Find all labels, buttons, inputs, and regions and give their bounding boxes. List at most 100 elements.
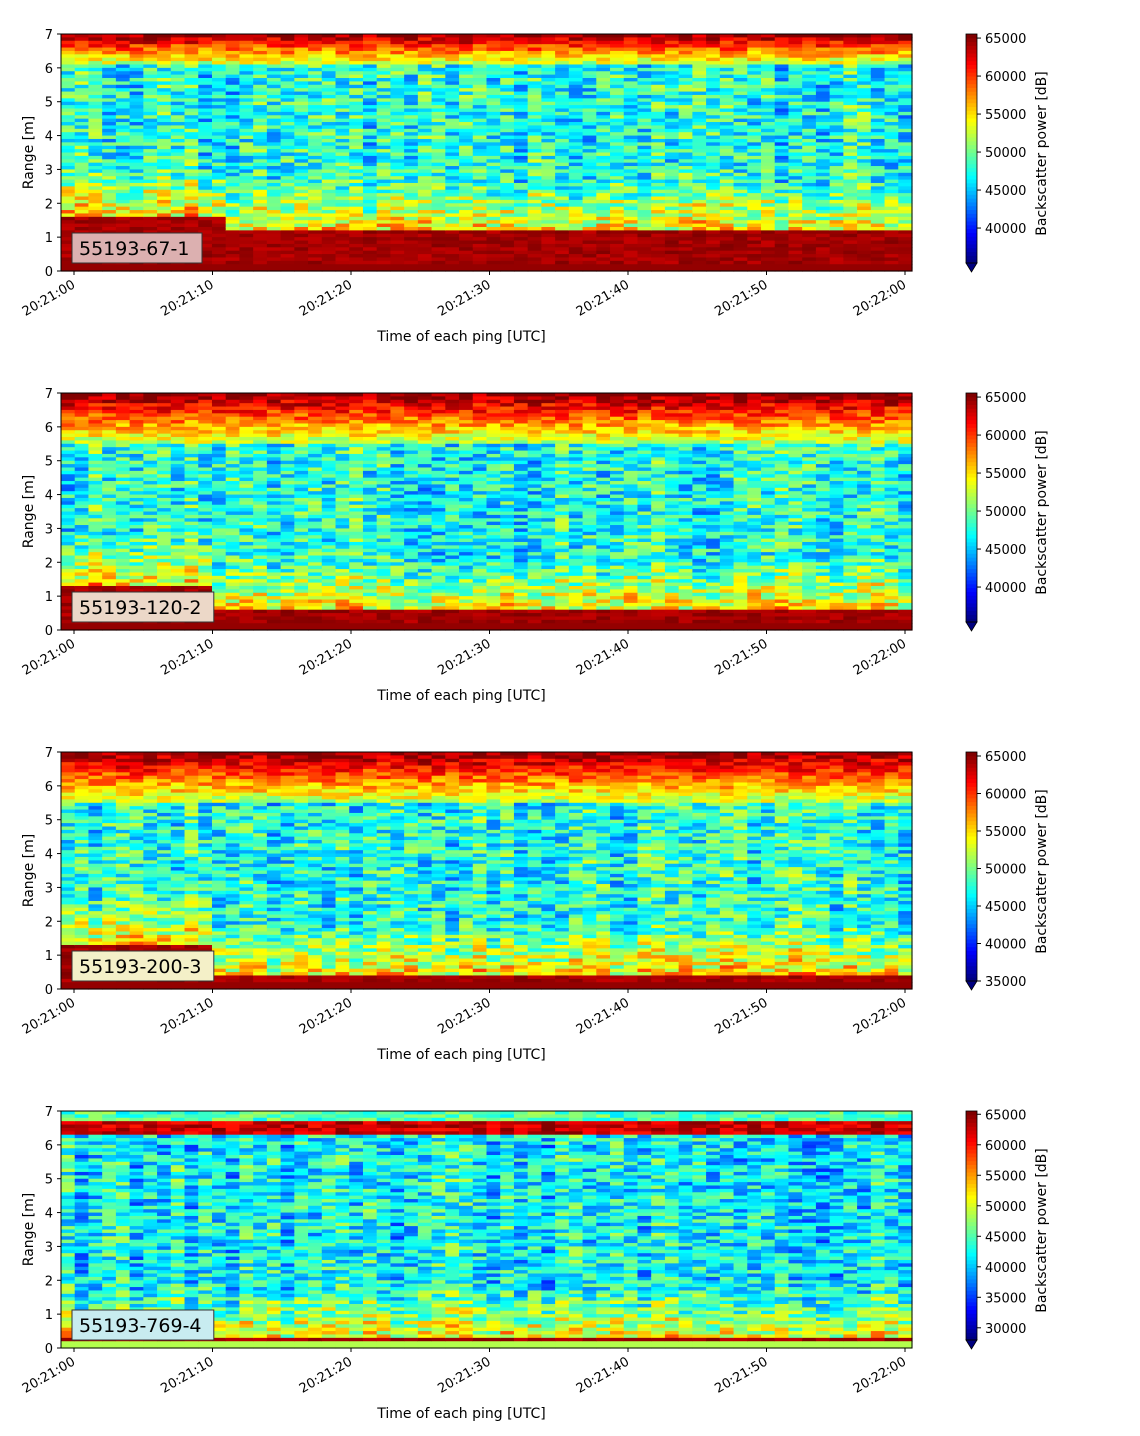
heatmap-cell [184, 220, 199, 225]
heatmap-cell [157, 226, 172, 231]
heatmap-cell [225, 230, 241, 235]
heatmap-cell [253, 210, 268, 215]
heatmap-cell [349, 264, 364, 269]
heatmap-cell [211, 67, 227, 72]
heatmap-cell [184, 34, 199, 38]
heatmap-cell [280, 162, 295, 167]
heatmap-cell [198, 34, 213, 38]
heatmap-cell [198, 193, 213, 198]
heatmap-cell [170, 108, 186, 113]
heatmap-cell [211, 84, 227, 89]
heatmap-cell [157, 223, 172, 228]
colorbar-segment [966, 243, 977, 249]
heatmap-cell [253, 169, 268, 174]
heatmap-cell [349, 47, 364, 52]
heatmap-cell [143, 78, 158, 82]
heatmap-cell [308, 226, 323, 231]
heatmap-cell [239, 237, 254, 242]
heatmap-cell [266, 47, 282, 52]
heatmap-cell [225, 162, 241, 167]
heatmap-cell [349, 220, 364, 225]
heatmap-cell [61, 179, 76, 184]
heatmap-cell [211, 182, 227, 187]
heatmap-cell [211, 243, 227, 248]
heatmap-cell [280, 155, 295, 160]
heatmap-cell [294, 84, 309, 89]
heatmap-cell [74, 142, 90, 147]
colorbar-segment [966, 152, 977, 157]
heatmap-cell [88, 193, 103, 198]
heatmap-cell [102, 176, 117, 181]
heatmap-cell [335, 196, 350, 201]
heatmap-cell [335, 250, 350, 255]
heatmap-cell [239, 199, 254, 204]
heatmap-cell [280, 50, 295, 55]
heatmap-cell [198, 98, 213, 103]
heatmap-cell [61, 88, 76, 93]
heatmap-cell [349, 37, 364, 42]
heatmap-cell [157, 149, 172, 154]
heatmap-cell [294, 216, 309, 221]
heatmap-cell [129, 149, 144, 154]
heatmap-cell [102, 206, 117, 211]
heatmap-cell [74, 264, 90, 269]
heatmap-cell [225, 74, 241, 79]
heatmap-cell [102, 226, 117, 231]
heatmap-cell [308, 67, 323, 72]
heatmap-cell [321, 125, 337, 130]
heatmap-cell [198, 226, 213, 231]
heatmap-cell [280, 132, 295, 137]
heatmap-cell [170, 162, 186, 167]
heatmap-cell [74, 267, 90, 272]
heatmap-cell [157, 132, 172, 137]
heatmap-cell [184, 196, 199, 201]
heatmap-cell [349, 74, 364, 79]
heatmap-cell [253, 267, 268, 272]
heatmap-cell [280, 267, 295, 272]
heatmap-cell [225, 182, 241, 187]
heatmap-cell [308, 240, 323, 245]
colorbar-segment [966, 228, 977, 233]
heatmap-cell [102, 101, 117, 106]
heatmap-cell [266, 108, 282, 113]
heatmap-cell [335, 101, 350, 106]
heatmap-cell [74, 74, 90, 79]
heatmap-cell [184, 44, 199, 49]
heatmap-cell [129, 264, 144, 269]
heatmap-cell [225, 240, 241, 245]
heatmap-cell [115, 142, 131, 147]
heatmap-cell [184, 210, 199, 215]
heatmap-cell [143, 210, 158, 215]
heatmap-cell [102, 216, 117, 221]
heatmap-cell [157, 172, 172, 177]
heatmap-cell [211, 81, 227, 86]
heatmap-cell [294, 44, 309, 49]
heatmap-cell [170, 94, 186, 99]
heatmap-cell [266, 162, 282, 167]
heatmap-cell [266, 145, 282, 150]
heatmap-cell [61, 125, 76, 130]
heatmap-cell [143, 213, 158, 218]
heatmap-cell [266, 78, 282, 82]
heatmap-cell [198, 182, 213, 187]
heatmap-cell [143, 172, 158, 177]
heatmap-cell [170, 159, 186, 164]
heatmap-cell [129, 223, 144, 228]
colorbar-segment [966, 91, 977, 96]
colorbar-segment [966, 159, 977, 165]
heatmap-cell [321, 145, 337, 150]
heatmap-cell [280, 243, 295, 248]
heatmap-cell [74, 122, 90, 127]
colorbar-segment [966, 182, 977, 188]
heatmap-cell [61, 64, 76, 69]
heatmap-cell [294, 203, 309, 208]
heatmap-cell [349, 254, 364, 259]
heatmap-cell [198, 118, 213, 123]
heatmap-cell [88, 118, 103, 123]
heatmap-cell [61, 199, 76, 204]
heatmap-cell [129, 101, 144, 106]
heatmap-cell [335, 220, 350, 225]
heatmap-cell [239, 264, 254, 269]
heatmap-cell [74, 172, 90, 177]
heatmap-cell [335, 61, 350, 66]
